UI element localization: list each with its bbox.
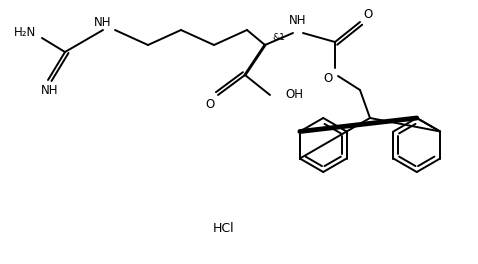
Text: &1: &1 xyxy=(272,34,285,43)
Text: NH: NH xyxy=(41,84,58,97)
Text: O: O xyxy=(324,72,333,84)
Text: O: O xyxy=(363,7,373,21)
Text: NH: NH xyxy=(289,13,307,26)
Text: OH: OH xyxy=(285,88,303,101)
Text: HCl: HCl xyxy=(213,223,235,235)
Text: O: O xyxy=(206,98,215,111)
Text: H₂N: H₂N xyxy=(14,26,36,40)
Text: NH: NH xyxy=(94,16,112,29)
